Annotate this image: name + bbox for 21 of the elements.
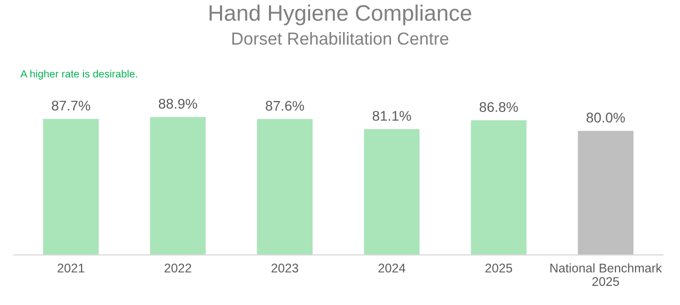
bar	[470, 120, 527, 255]
x-tick-label: National Benchmark 2025	[550, 263, 662, 286]
data-label: 88.9%	[158, 98, 198, 109]
data-label: 80.0%	[586, 112, 625, 123]
data-label: 81.1%	[372, 110, 411, 121]
chart-subtitle: Dorset Rehabilitation Centre	[232, 32, 448, 45]
bar	[364, 129, 420, 255]
bar	[257, 119, 313, 255]
bar	[43, 118, 99, 255]
x-tick-label: 2022	[164, 264, 192, 272]
text: A higher rate is desirable.	[20, 70, 137, 80]
data-label: 87.6%	[266, 100, 304, 111]
data-label: 87.7%	[52, 100, 90, 111]
chart-title: Hand Hygiene Compliance	[210, 4, 472, 26]
bar	[578, 130, 634, 255]
x-tick-label: 2023	[272, 264, 298, 272]
x-tick-label: 2025	[485, 264, 512, 272]
data-label: 86.8%	[480, 102, 518, 112]
bar	[150, 117, 206, 255]
x-tick-label: 2021	[58, 264, 84, 272]
x-tick-label: 2024	[378, 264, 406, 272]
